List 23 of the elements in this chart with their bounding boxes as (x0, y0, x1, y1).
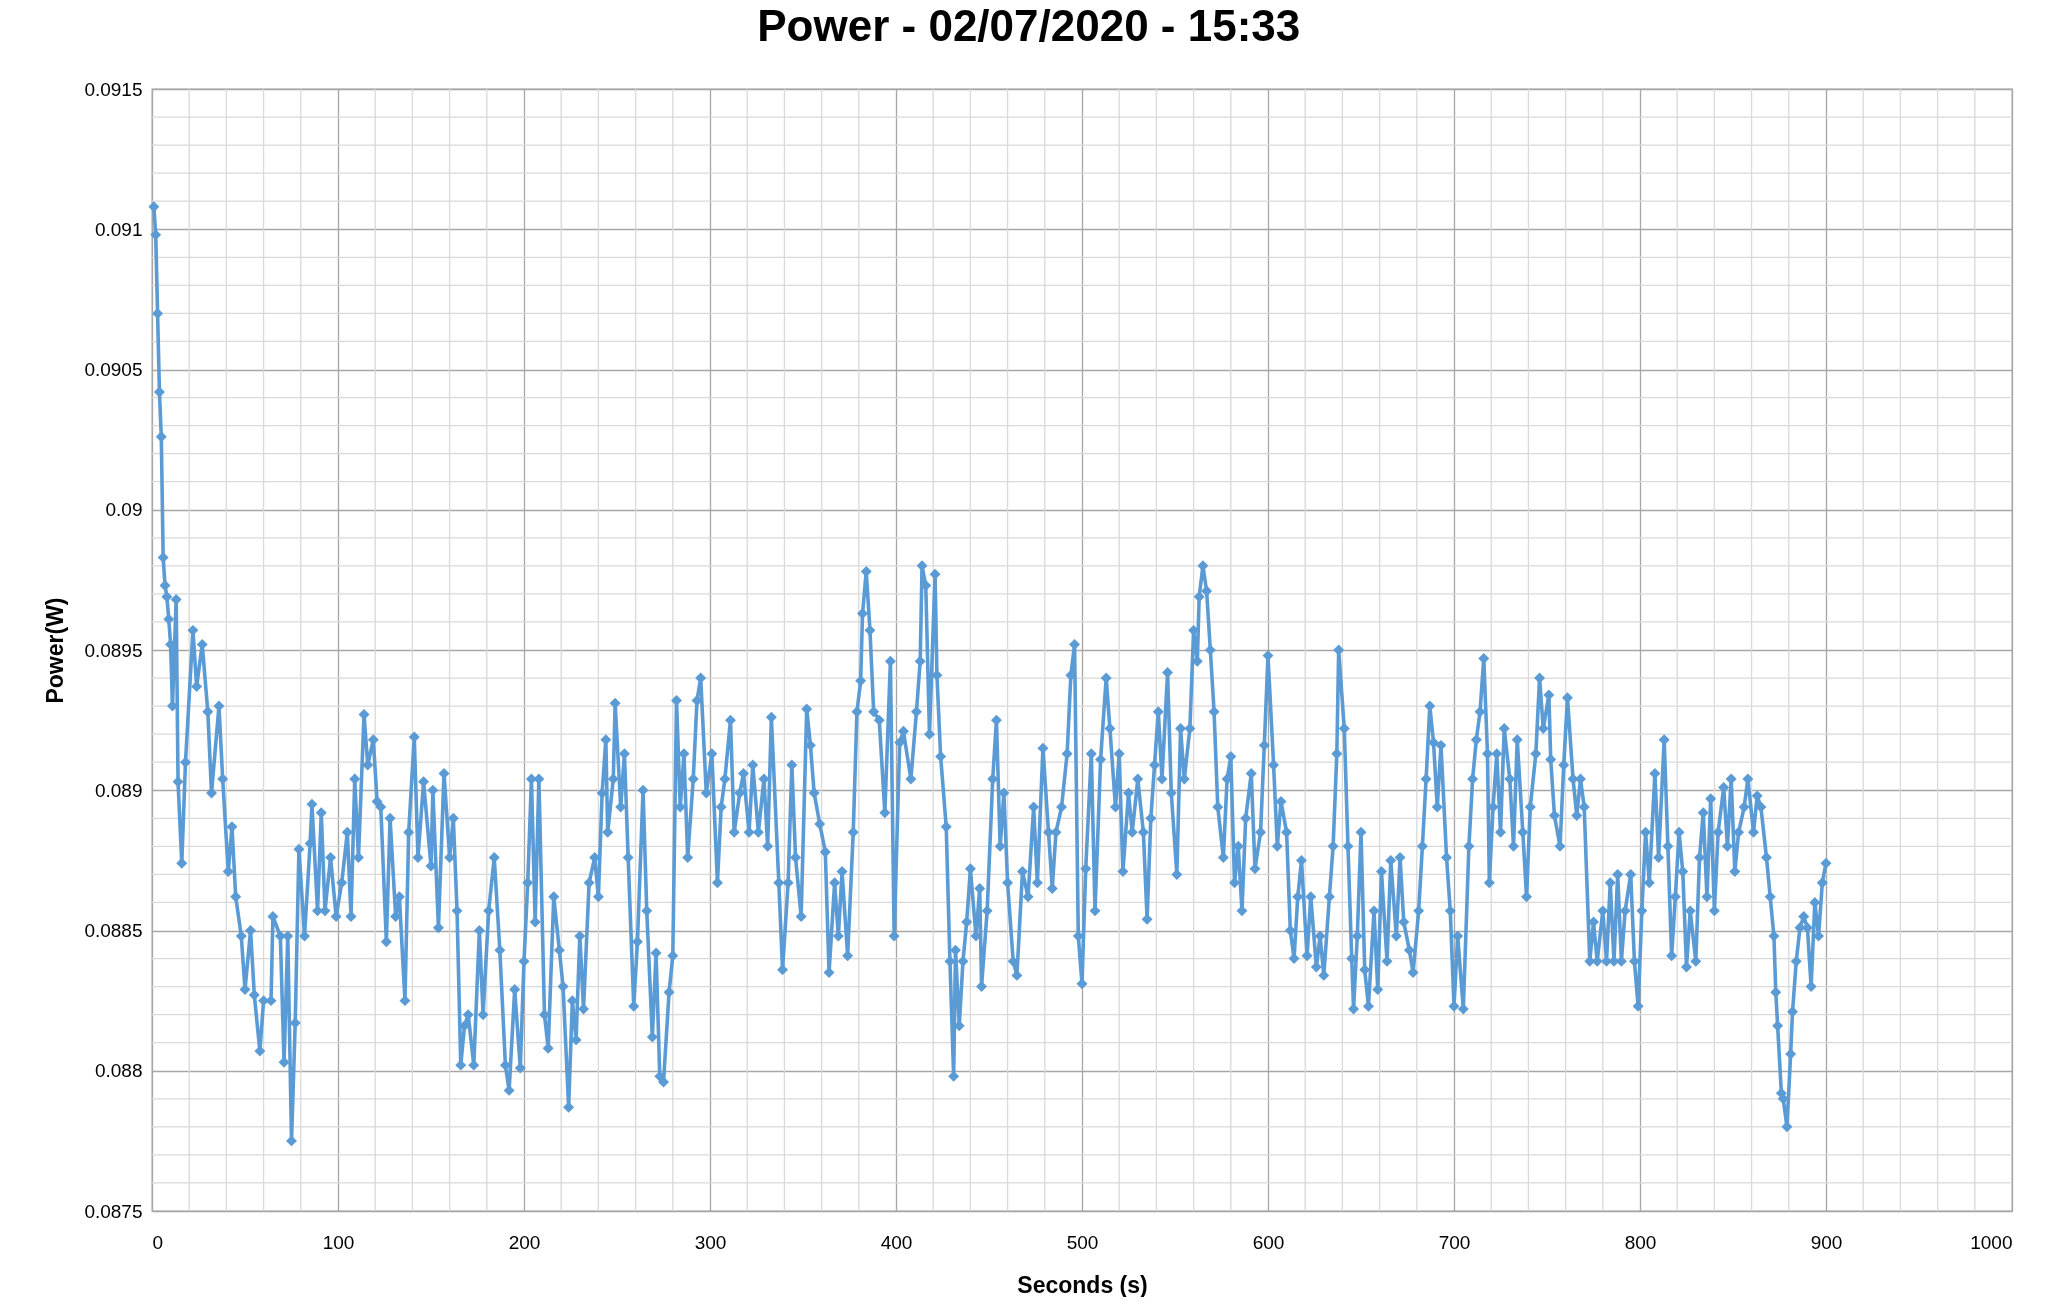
y-tick-label: 0.0875 (84, 1200, 143, 1222)
x-tick-label: 100 (322, 1231, 355, 1253)
y-tick-label: 0.091 (94, 218, 143, 240)
y-tick-label: 0.09 (105, 499, 143, 521)
x-tick-label: 800 (1624, 1231, 1657, 1253)
x-tick-label: 0 (152, 1231, 164, 1253)
x-tick-label: 700 (1438, 1231, 1471, 1253)
y-tick-label: 0.0885 (84, 920, 143, 941)
chart-title: Power - 02/07/2020 - 15:33 (757, 1, 1301, 50)
x-tick-label: 900 (1810, 1231, 1843, 1253)
x-tick-label: 500 (1066, 1231, 1099, 1253)
x-tick-label: 400 (880, 1231, 913, 1253)
x-tick-label: 600 (1252, 1231, 1285, 1253)
y-tick-label: 0.089 (94, 779, 143, 801)
x-tick-label: 200 (508, 1231, 541, 1253)
x-tick-label: 300 (694, 1231, 727, 1253)
y-tick-label: 0.0905 (84, 359, 143, 380)
y-axis-title: Power(W) (42, 597, 69, 704)
y-tick-label: 0.0895 (84, 639, 143, 661)
y-tick-label: 0.0915 (84, 78, 143, 100)
x-axis-title: Seconds (s) (1017, 1271, 1148, 1298)
y-tick-label: 0.088 (94, 1060, 143, 1082)
x-tick-label: 1000 (1970, 1231, 2013, 1253)
